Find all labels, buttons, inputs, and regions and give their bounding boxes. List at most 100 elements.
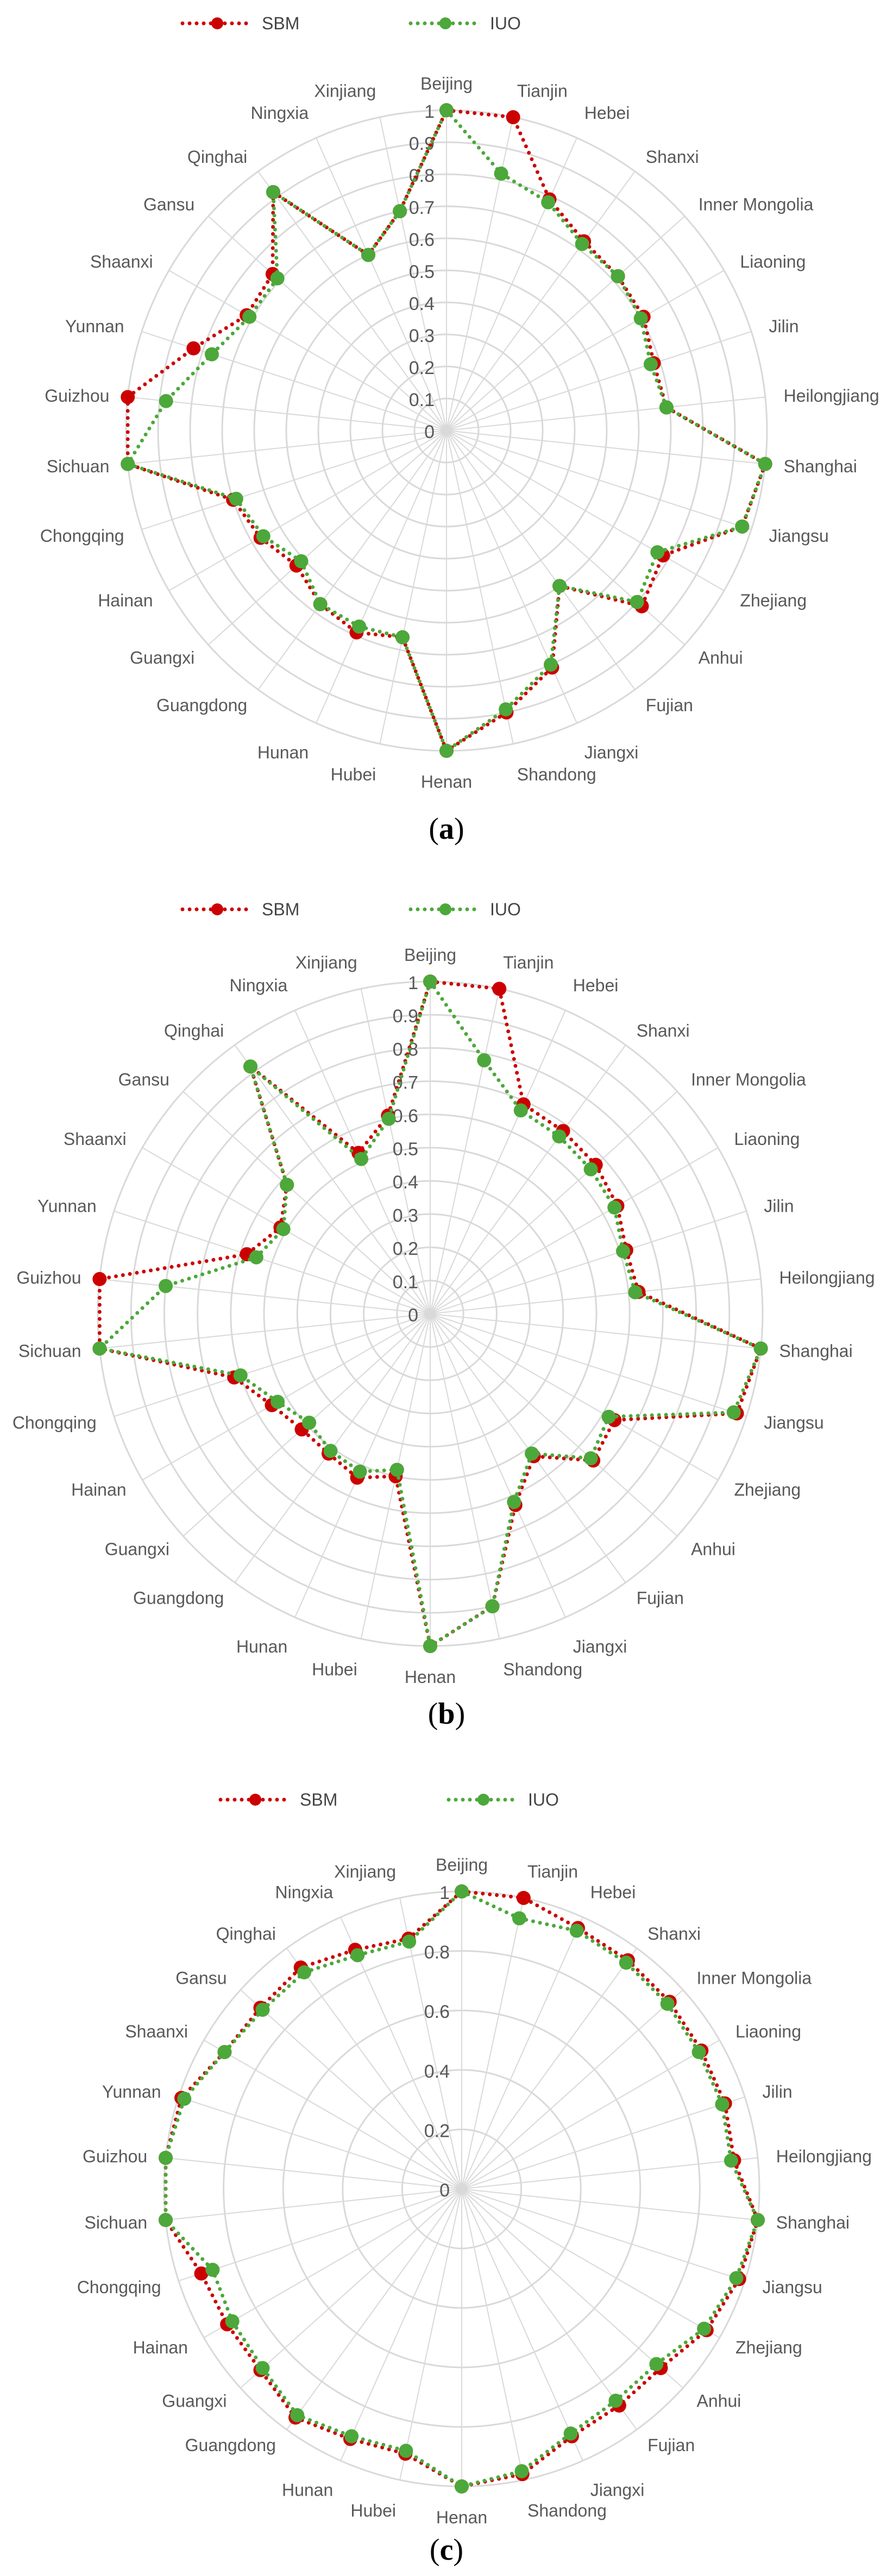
category-label-hainan: Hainan (98, 591, 153, 610)
category-label-yunnan: Yunnan (37, 1196, 97, 1216)
legend-item-iuo: IUO (407, 896, 521, 923)
point-iuo-hebei (513, 1103, 528, 1118)
point-iuo-henan (439, 744, 454, 758)
caption-c-open: ( (429, 2533, 440, 2567)
point-iuo-qinghai (243, 1059, 258, 1074)
category-label-jiangxi: Jiangxi (584, 743, 639, 762)
radar-spoke (461, 2188, 720, 2338)
point-iuo-sichuan (121, 457, 135, 471)
radial-tick-label: 0.1 (393, 1272, 418, 1293)
point-sbm-tianjin (492, 982, 507, 996)
radar-spoke (461, 2188, 637, 2430)
point-iuo-sichuan (92, 1341, 107, 1356)
point-iuo-tianjin (477, 1053, 492, 1068)
category-label-inner-mongolia: Inner Mongolia (697, 1969, 812, 1988)
point-iuo-shanghai (750, 2213, 765, 2227)
series-iuo (92, 974, 768, 1653)
category-label-jilin: Jilin (764, 1196, 794, 1216)
radar-spoke (178, 2188, 462, 2282)
category-label-jiangsu: Jiangsu (764, 1413, 823, 1433)
radar-spoke (240, 1989, 462, 2189)
category-label-qinghai: Qinghai (164, 1021, 224, 1040)
category-label-ningxia: Ningxia (250, 103, 309, 123)
point-iuo-guangxi (255, 2361, 270, 2376)
category-label-guangdong: Guangdong (133, 1588, 224, 1608)
legend-line-icon (218, 1794, 292, 1806)
category-label-henan: Henan (436, 2508, 487, 2527)
category-label-anhui: Anhui (691, 1539, 735, 1559)
radar-ring (413, 397, 480, 464)
category-label-xinjiang: Xinjiang (334, 1862, 396, 1882)
point-iuo-beijing (439, 103, 454, 117)
series-iuo (121, 103, 772, 758)
point-iuo-fujian (552, 579, 567, 593)
radar-ring (363, 1246, 498, 1381)
radar-ring (342, 2069, 582, 2309)
radial-tick-label: 0.6 (393, 1106, 418, 1126)
radar-ring (296, 1180, 564, 1448)
caption-a-open: ( (429, 812, 439, 846)
legend-item-sbm: SBM (179, 896, 299, 923)
legend-label-iuo: IUO (490, 899, 521, 919)
point-iuo-gansu (280, 1178, 294, 1192)
radar-grid (97, 980, 764, 1647)
legend-marker (211, 17, 223, 29)
radial-tick-label: 0.6 (409, 230, 435, 250)
legend-swatch-iuo (445, 1786, 521, 1813)
point-iuo-shanxi (575, 237, 589, 251)
point-iuo-shandong (485, 1599, 500, 1613)
point-iuo-liaoning (607, 1200, 622, 1215)
point-iuo-heilongjiang (628, 1285, 643, 1300)
point-iuo-heilongjiang (659, 400, 674, 415)
radar-ring (130, 1014, 731, 1614)
radar-spoke (461, 1916, 583, 2189)
radial-tick-label: 0.7 (409, 198, 435, 218)
category-label-tianjin: Tianjin (503, 953, 554, 972)
point-iuo-shanxi (619, 1955, 633, 1970)
radial-tick-label: 0.2 (393, 1239, 418, 1259)
category-label-guangxi: Guangxi (162, 2391, 227, 2410)
point-iuo-yunnan (204, 347, 219, 362)
point-iuo-shandong (499, 702, 513, 717)
point-iuo-guangdong (313, 597, 328, 611)
radar-spoke (461, 2157, 758, 2189)
radar-spoke (399, 2188, 462, 2480)
legend-swatch-iuo (407, 896, 483, 923)
point-iuo-shanghai (758, 457, 772, 471)
legend-line-icon (408, 17, 482, 29)
category-label-hunan: Hunan (236, 1637, 287, 1656)
radar-ring (253, 237, 640, 624)
legend-label-sbm: SBM (300, 1789, 338, 1809)
radial-tick-label: 0 (439, 2180, 450, 2201)
radar-ring (223, 1950, 701, 2428)
category-label-gansu: Gansu (175, 1969, 227, 1988)
point-iuo-hainan (271, 1395, 285, 1409)
point-iuo-gansu (255, 2002, 270, 2017)
radial-tick-label: 1 (439, 1883, 450, 1903)
radial-tick-label: 1 (408, 973, 418, 993)
category-label-shanxi: Shanxi (647, 1924, 701, 1944)
legend-line-icon (408, 903, 482, 915)
point-sbm-chongqing (194, 2266, 209, 2281)
point-iuo-gansu (270, 271, 285, 286)
legend-swatch-iuo (407, 10, 483, 37)
category-label-shanghai: Shanghai (779, 1341, 852, 1361)
point-sbm-guizhou (121, 390, 135, 404)
point-iuo-ningxia (354, 1151, 369, 1166)
point-iuo-hubei (399, 2444, 413, 2458)
point-iuo-guizhou (159, 1278, 173, 1293)
point-iuo-shanxi (552, 1129, 567, 1144)
category-label-shanxi: Shanxi (646, 147, 699, 167)
category-label-guangxi: Guangxi (105, 1539, 169, 1559)
radar-grid (125, 109, 768, 752)
point-iuo-jilin (643, 357, 658, 371)
point-iuo-hubei (389, 1463, 404, 1477)
radar-spoke (461, 1897, 524, 2189)
legend: SBM IUO (0, 1786, 893, 1813)
caption-c-close: ) (453, 2533, 464, 2567)
radial-tick-label: 0.9 (393, 1006, 418, 1027)
legend: SBM IUO (0, 896, 893, 923)
category-label-hubei: Hubei (312, 1660, 357, 1679)
caption-b: (b) (0, 1697, 893, 1731)
radar-ring (157, 141, 736, 720)
